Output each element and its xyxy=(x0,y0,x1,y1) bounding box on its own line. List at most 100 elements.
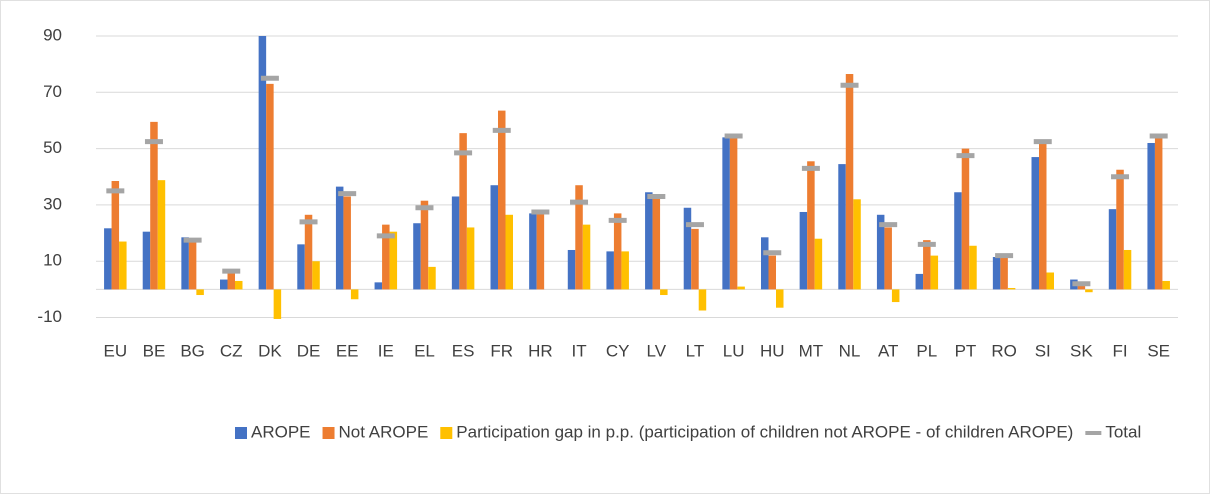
bar xyxy=(853,199,861,290)
bar xyxy=(382,224,390,290)
bar xyxy=(737,286,745,290)
bar xyxy=(1039,140,1047,290)
bar xyxy=(621,251,629,290)
bar xyxy=(814,238,823,290)
bar xyxy=(575,185,583,290)
y-tick-label: 90 xyxy=(43,25,62,44)
bar xyxy=(923,240,931,290)
bar xyxy=(428,266,436,290)
y-tick-label: 10 xyxy=(43,251,62,270)
bar xyxy=(536,211,545,290)
bar xyxy=(266,83,274,290)
bar xyxy=(157,180,166,290)
legend-swatch xyxy=(235,427,247,439)
bar xyxy=(413,223,421,290)
x-tick-label: MT xyxy=(799,341,824,360)
bar xyxy=(930,255,939,290)
bar xyxy=(505,214,513,290)
bar xyxy=(729,134,738,290)
legend-label: Total xyxy=(1105,422,1141,441)
x-tick-label: LV xyxy=(647,341,667,360)
x-tick-label: EE xyxy=(336,341,359,360)
bar xyxy=(776,289,784,308)
x-tick-label: FI xyxy=(1112,341,1127,360)
bar xyxy=(613,213,622,290)
bar xyxy=(227,272,235,290)
x-tick-label: SI xyxy=(1035,341,1051,360)
bar xyxy=(992,257,1001,290)
bar xyxy=(498,110,506,290)
bar xyxy=(188,240,197,290)
bar xyxy=(459,133,467,290)
bar xyxy=(1116,169,1124,290)
bar xyxy=(297,244,305,290)
x-tick-label: BG xyxy=(180,341,205,360)
bar xyxy=(1046,272,1054,290)
bar xyxy=(1007,287,1016,290)
bar xyxy=(304,214,313,290)
bar xyxy=(961,148,970,290)
bar xyxy=(582,224,591,290)
bar xyxy=(1108,209,1117,290)
bar xyxy=(884,227,892,290)
bar xyxy=(1031,157,1039,290)
bar xyxy=(645,192,653,290)
bar xyxy=(691,228,699,290)
bar xyxy=(567,249,576,290)
bar xyxy=(466,227,475,290)
bar xyxy=(1147,142,1155,290)
bar xyxy=(220,279,228,290)
bar xyxy=(876,214,885,290)
bar xyxy=(807,161,815,290)
x-tick-label: IT xyxy=(571,341,586,360)
x-tick-label: RO xyxy=(991,341,1017,360)
legend-label: Not AROPE xyxy=(339,422,429,441)
x-tick-label: LT xyxy=(686,341,705,360)
x-tick-label: ES xyxy=(452,341,475,360)
bar xyxy=(374,282,383,290)
x-tick-label: PT xyxy=(955,341,977,360)
bar xyxy=(181,237,189,290)
legend-swatch xyxy=(322,427,335,439)
bar xyxy=(1085,289,1093,293)
bar xyxy=(312,261,320,290)
x-tick-label: LU xyxy=(723,341,745,360)
y-tick-label: 70 xyxy=(43,82,62,101)
bar xyxy=(196,289,204,296)
x-tick-label: FR xyxy=(490,341,513,360)
bar xyxy=(606,251,614,290)
x-tick-label: CY xyxy=(606,341,630,360)
bar xyxy=(722,137,730,290)
bar xyxy=(768,255,776,290)
bar xyxy=(235,280,243,290)
x-tick-label: PL xyxy=(916,341,937,360)
bar xyxy=(142,231,151,290)
legend-swatch xyxy=(440,427,453,439)
x-tick-label: AT xyxy=(878,341,898,360)
bar xyxy=(350,289,359,300)
bar xyxy=(954,192,962,290)
x-tick-label: CZ xyxy=(220,341,243,360)
bar xyxy=(490,185,498,290)
bar xyxy=(273,289,282,319)
bar xyxy=(1154,134,1163,290)
bar xyxy=(335,186,344,290)
x-tick-label: BE xyxy=(143,341,166,360)
x-tick-label: SK xyxy=(1070,341,1093,360)
y-tick-label: 50 xyxy=(43,138,62,157)
bar xyxy=(104,228,112,290)
legend-label: AROPE xyxy=(251,422,311,441)
bar xyxy=(1123,249,1132,290)
x-tick-label: SE xyxy=(1147,341,1170,360)
y-tick-label: 30 xyxy=(43,194,62,213)
x-tick-label: EL xyxy=(414,341,435,360)
y-tick-label: -10 xyxy=(37,307,62,326)
bar xyxy=(451,196,460,290)
bar xyxy=(838,164,846,290)
bar xyxy=(1000,255,1008,290)
x-tick-label: HU xyxy=(760,341,785,360)
legend: AROPE Not AROPE Participation gap in p.p. … xyxy=(235,422,1141,441)
